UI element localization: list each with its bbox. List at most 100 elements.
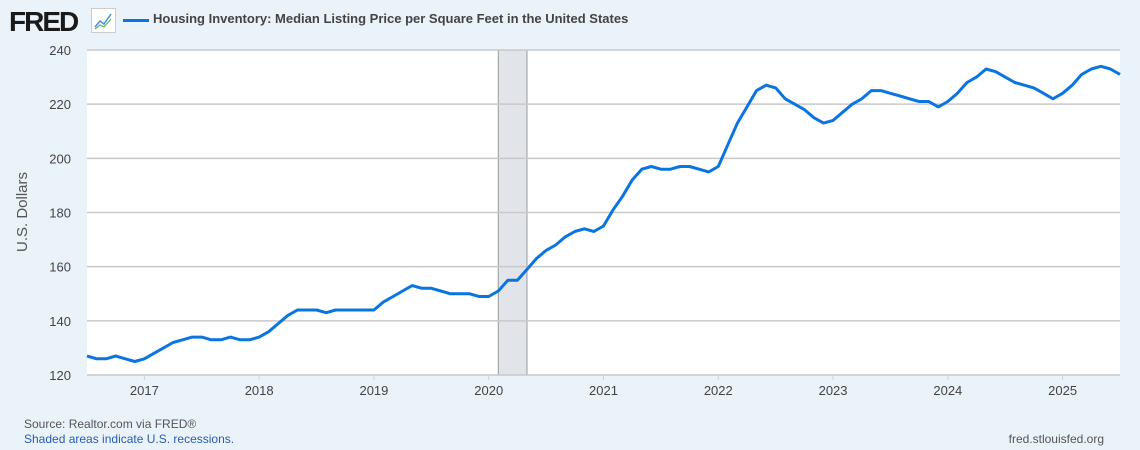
- data-point[interactable]: [973, 73, 981, 81]
- data-point[interactable]: [408, 282, 416, 290]
- data-point[interactable]: [313, 306, 321, 314]
- data-point[interactable]: [427, 284, 435, 292]
- data-point[interactable]: [733, 119, 741, 127]
- data-point[interactable]: [284, 311, 292, 319]
- data-point[interactable]: [542, 246, 550, 254]
- data-point[interactable]: [466, 290, 474, 298]
- data-point[interactable]: [150, 349, 158, 357]
- data-point[interactable]: [513, 276, 521, 284]
- data-point[interactable]: [1116, 70, 1124, 78]
- data-point[interactable]: [666, 165, 674, 173]
- data-point[interactable]: [93, 355, 101, 363]
- data-point[interactable]: [628, 176, 636, 184]
- data-point[interactable]: [533, 255, 541, 263]
- data-point[interactable]: [112, 352, 120, 360]
- data-point[interactable]: [389, 292, 397, 300]
- data-point[interactable]: [571, 227, 579, 235]
- data-point[interactable]: [848, 100, 856, 108]
- data-point[interactable]: [1001, 73, 1009, 81]
- data-point[interactable]: [1068, 81, 1076, 89]
- data-point[interactable]: [925, 97, 933, 105]
- data-point[interactable]: [370, 306, 378, 314]
- data-point[interactable]: [800, 106, 808, 114]
- data-point[interactable]: [274, 320, 282, 328]
- data-point[interactable]: [705, 168, 713, 176]
- data-point[interactable]: [485, 292, 493, 300]
- data-point[interactable]: [102, 355, 110, 363]
- data-point[interactable]: [580, 225, 588, 233]
- data-point[interactable]: [1097, 62, 1105, 70]
- data-point[interactable]: [188, 333, 196, 341]
- data-point[interactable]: [293, 306, 301, 314]
- data-point[interactable]: [609, 206, 617, 214]
- data-point[interactable]: [647, 162, 655, 170]
- data-point[interactable]: [418, 284, 426, 292]
- data-point[interactable]: [906, 95, 914, 103]
- data-point[interactable]: [638, 165, 646, 173]
- data-point[interactable]: [351, 306, 359, 314]
- data-point[interactable]: [1078, 70, 1086, 78]
- data-point[interactable]: [829, 116, 837, 124]
- data-point[interactable]: [255, 333, 263, 341]
- data-point[interactable]: [753, 87, 761, 95]
- data-point[interactable]: [819, 119, 827, 127]
- data-point[interactable]: [1059, 89, 1067, 97]
- data-point[interactable]: [619, 192, 627, 200]
- data-point[interactable]: [341, 306, 349, 314]
- data-point[interactable]: [246, 336, 254, 344]
- data-point[interactable]: [380, 298, 388, 306]
- data-point[interactable]: [399, 287, 407, 295]
- data-point[interactable]: [121, 355, 129, 363]
- data-point[interactable]: [781, 95, 789, 103]
- data-point[interactable]: [963, 79, 971, 87]
- data-point[interactable]: [791, 100, 799, 108]
- data-point[interactable]: [992, 68, 1000, 76]
- data-point[interactable]: [676, 162, 684, 170]
- data-point[interactable]: [523, 265, 531, 273]
- data-point[interactable]: [494, 287, 502, 295]
- data-point[interactable]: [877, 87, 885, 95]
- data-point[interactable]: [456, 290, 464, 298]
- data-point[interactable]: [226, 333, 234, 341]
- data-point[interactable]: [303, 306, 311, 314]
- data-point[interactable]: [1011, 79, 1019, 87]
- data-point[interactable]: [140, 355, 148, 363]
- data-point[interactable]: [198, 333, 206, 341]
- data-point[interactable]: [762, 81, 770, 89]
- data-point[interactable]: [437, 287, 445, 295]
- data-point[interactable]: [896, 92, 904, 100]
- data-point[interactable]: [504, 276, 512, 284]
- data-point[interactable]: [265, 328, 273, 336]
- data-point[interactable]: [552, 241, 560, 249]
- data-point[interactable]: [944, 97, 952, 105]
- data-point[interactable]: [657, 165, 665, 173]
- data-point[interactable]: [1106, 65, 1114, 73]
- data-point[interactable]: [953, 89, 961, 97]
- data-point[interactable]: [867, 87, 875, 95]
- data-point[interactable]: [686, 162, 694, 170]
- data-point[interactable]: [207, 336, 215, 344]
- fred-url[interactable]: fred.stlouisfed.org: [1008, 432, 1104, 446]
- data-point[interactable]: [160, 344, 168, 352]
- data-point[interactable]: [886, 89, 894, 97]
- data-point[interactable]: [724, 141, 732, 149]
- data-point[interactable]: [590, 227, 598, 235]
- recession-note[interactable]: Shaded areas indicate U.S. recessions.: [24, 432, 235, 446]
- data-point[interactable]: [1030, 84, 1038, 92]
- data-point[interactable]: [1039, 89, 1047, 97]
- data-point[interactable]: [217, 336, 225, 344]
- data-point[interactable]: [915, 97, 923, 105]
- data-point[interactable]: [131, 357, 139, 365]
- data-point[interactable]: [1087, 65, 1095, 73]
- data-point[interactable]: [360, 306, 368, 314]
- fred-logo[interactable]: FRED: [9, 6, 79, 37]
- data-point[interactable]: [982, 65, 990, 73]
- data-point[interactable]: [714, 162, 722, 170]
- data-point[interactable]: [332, 306, 340, 314]
- data-point[interactable]: [1049, 95, 1057, 103]
- data-point[interactable]: [743, 103, 751, 111]
- data-point[interactable]: [475, 292, 483, 300]
- data-point[interactable]: [83, 352, 91, 360]
- data-point[interactable]: [810, 114, 818, 122]
- data-point[interactable]: [1020, 81, 1028, 89]
